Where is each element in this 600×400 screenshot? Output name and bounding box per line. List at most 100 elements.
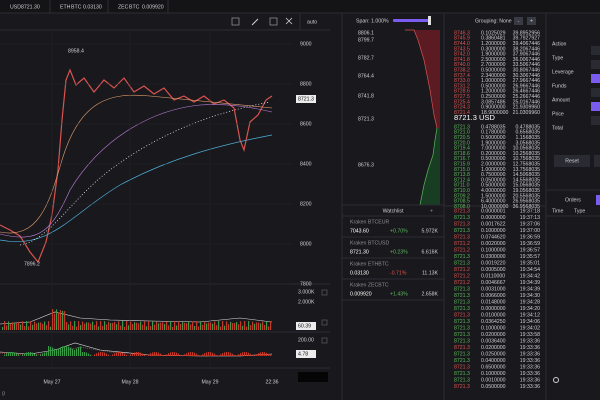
ticker-price[interactable]: 0.009920 bbox=[142, 4, 164, 10]
book-total: 25.2667446 bbox=[513, 94, 541, 100]
book-price: 8710.0 bbox=[454, 188, 470, 194]
volume-bar bbox=[120, 325, 122, 330]
book-amount: 7.0000000 bbox=[481, 146, 506, 152]
macd-bar bbox=[202, 354, 204, 356]
book-price: 8733.0 bbox=[454, 78, 470, 84]
date-label: May 27 bbox=[43, 379, 60, 385]
volume-bar bbox=[90, 323, 92, 330]
undo-icon[interactable] bbox=[269, 17, 278, 26]
macd-bar bbox=[8, 352, 10, 356]
market-name[interactable]: Kraken ETHBTC bbox=[350, 261, 389, 267]
ticker-quote[interactable]: BTC bbox=[129, 4, 140, 10]
book-amount: 0.3860481 bbox=[481, 36, 506, 42]
settings-icon[interactable] bbox=[231, 17, 240, 26]
macd-bar bbox=[74, 349, 76, 356]
trade-amount: 0.0000000 bbox=[481, 306, 506, 312]
volume-bar bbox=[240, 321, 242, 330]
grouping[interactable]: Grouping: None bbox=[475, 18, 512, 24]
market-price[interactable]: 0.009920 bbox=[350, 291, 372, 297]
ask-depth bbox=[405, 30, 440, 128]
group-minus[interactable] bbox=[514, 17, 523, 25]
market-name[interactable]: Kraken ZECBTC bbox=[350, 282, 389, 288]
low-label: 7896.2 bbox=[24, 261, 40, 267]
macd-bar bbox=[30, 352, 32, 356]
form-input[interactable] bbox=[591, 102, 600, 111]
settings-gear[interactable] bbox=[553, 377, 559, 383]
ticker-pair[interactable]: ETH bbox=[60, 4, 71, 10]
span-slider[interactable] bbox=[393, 19, 431, 22]
indicator-box bbox=[296, 350, 316, 358]
form-input[interactable] bbox=[591, 88, 600, 97]
volume-bar bbox=[66, 321, 68, 330]
volume-bar bbox=[54, 313, 56, 330]
market-price[interactable]: 0.03130 bbox=[350, 270, 369, 276]
group-plus-label: + bbox=[530, 18, 533, 24]
market-name[interactable]: Kraken BTCEUR bbox=[350, 219, 389, 225]
form-input[interactable] bbox=[591, 74, 600, 83]
volume-bar bbox=[92, 321, 94, 330]
submit-button[interactable] bbox=[594, 155, 600, 167]
trade-time: 19:37:13 bbox=[520, 215, 540, 221]
form-input[interactable] bbox=[591, 116, 600, 125]
macd-bar bbox=[152, 352, 154, 356]
trade-time: 19:33:36 bbox=[520, 351, 540, 357]
market-price[interactable]: 8721.30 bbox=[350, 249, 369, 255]
book-amount: 4.0000000 bbox=[481, 188, 506, 194]
trade-time: 19:33:36 bbox=[520, 345, 540, 351]
macd-bar bbox=[226, 352, 228, 356]
volume-bar bbox=[32, 324, 34, 330]
volume-bar bbox=[212, 323, 214, 330]
book-amount: 0.9000000 bbox=[481, 105, 506, 111]
book-total: 21.0309960 bbox=[513, 110, 541, 116]
close-pane[interactable] bbox=[321, 337, 328, 344]
volume-bar bbox=[268, 326, 270, 330]
ticker-pair[interactable]: USD bbox=[10, 4, 21, 10]
volume-bar bbox=[36, 323, 38, 330]
slider-handle[interactable] bbox=[428, 16, 431, 25]
trade-amount: 0.0019220 bbox=[481, 260, 506, 266]
volume-bar bbox=[62, 310, 64, 330]
macd-bar bbox=[184, 354, 186, 356]
macd-bar bbox=[26, 352, 28, 356]
volume-bar bbox=[242, 325, 244, 330]
volume-bar bbox=[174, 321, 176, 330]
close-pane[interactable] bbox=[321, 289, 328, 296]
ticker-price[interactable]: 0.03130 bbox=[83, 4, 102, 10]
group-plus[interactable] bbox=[527, 17, 536, 25]
macd-bar bbox=[252, 355, 254, 356]
form-label: Total bbox=[552, 125, 563, 131]
volume-bar bbox=[12, 322, 14, 330]
trade-amount: 0.0110000 bbox=[481, 273, 505, 279]
orders-tab[interactable] bbox=[596, 195, 600, 205]
ticker-quote[interactable]: BTC bbox=[71, 4, 82, 10]
trade-time: 19:34:28 bbox=[520, 299, 540, 305]
book-amount: 10.0000000 bbox=[481, 204, 509, 210]
auto-scale[interactable]: auto bbox=[307, 19, 317, 25]
volume-bar bbox=[76, 326, 78, 330]
book-price: 8716.7 bbox=[454, 156, 470, 162]
macd-bar bbox=[220, 354, 222, 356]
volume-bar bbox=[68, 324, 70, 330]
trade-price: 8721.3 bbox=[454, 345, 470, 351]
form-input[interactable] bbox=[591, 46, 600, 55]
add-button[interactable]: + bbox=[430, 208, 433, 214]
macd-bar bbox=[24, 353, 26, 356]
reset-button[interactable] bbox=[554, 155, 590, 167]
high-label: 8958.4 bbox=[68, 48, 84, 54]
draw-icon[interactable] bbox=[251, 18, 259, 26]
book-price: 8721.0 bbox=[454, 130, 470, 136]
book-total: 39.8952956 bbox=[513, 30, 541, 36]
volume-bar bbox=[252, 321, 254, 330]
close-pane[interactable] bbox=[321, 319, 328, 326]
macd-bar bbox=[76, 348, 78, 356]
macd-bar bbox=[48, 346, 50, 356]
span-label: Span: 1.000% bbox=[356, 18, 389, 24]
volume-bar bbox=[86, 322, 88, 330]
bid-depth-line bbox=[419, 127, 438, 206]
market-price[interactable]: 7043.60 bbox=[350, 228, 369, 234]
ticker-price[interactable]: 8721.30 bbox=[21, 4, 40, 10]
form-input[interactable] bbox=[591, 60, 600, 69]
ticker-pair[interactable]: ZEC bbox=[118, 4, 129, 10]
fullscreen-icon[interactable] bbox=[285, 17, 293, 25]
market-name[interactable]: Kraken BTCUSD bbox=[350, 240, 389, 246]
